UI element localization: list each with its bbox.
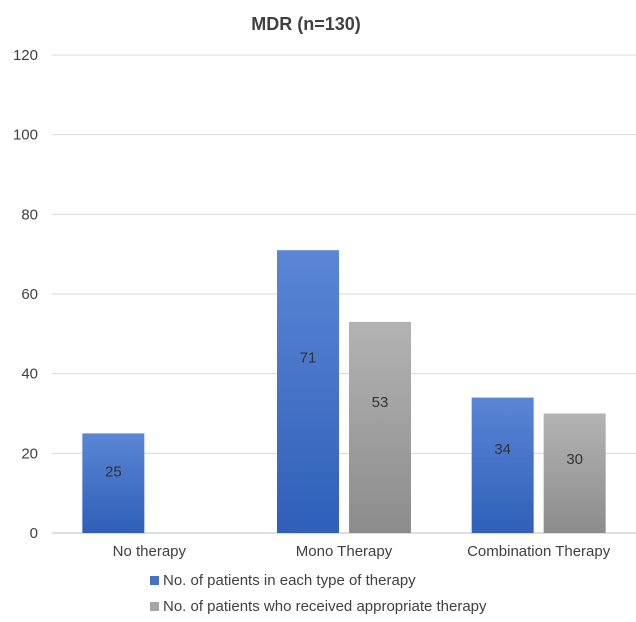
legend-label-series-1: No. of patients in each type of therapy	[163, 571, 416, 589]
bar-total-patients	[471, 397, 534, 533]
bars	[82, 250, 606, 533]
y-axis-ticks: 0 20 40 60 80 100 120	[13, 47, 38, 542]
data-label: 71	[300, 350, 317, 367]
legend-item-series-1: No. of patients in each type of therapy	[150, 570, 487, 590]
y-tick-label: 80	[21, 206, 38, 223]
bar-total-patients	[82, 433, 145, 533]
y-tick-label: 0	[30, 525, 38, 542]
data-label: 30	[566, 451, 583, 468]
y-tick-label: 40	[21, 366, 38, 383]
y-tick-label: 20	[21, 445, 38, 462]
legend-item-series-2: No. of patients who received appropriate…	[150, 596, 487, 616]
y-tick-label: 60	[21, 286, 38, 303]
bar-appropriate-therapy	[349, 321, 411, 533]
chart-title: MDR (n=130)	[251, 14, 361, 34]
data-label: 53	[372, 394, 389, 411]
legend: No. of patients in each type of therapy …	[150, 570, 487, 622]
bar-appropriate-therapy	[543, 413, 606, 533]
data-label: 34	[494, 441, 511, 458]
data-labels: 25 71 53 34 30	[105, 350, 583, 481]
x-axis-ticks: No therapy Mono Therapy Combination Therap…	[113, 543, 611, 560]
legend-swatch-blue	[150, 575, 159, 585]
y-tick-label: 100	[13, 127, 38, 144]
gridlines	[52, 54, 636, 534]
data-label: 25	[105, 463, 122, 480]
x-tick-label: Mono Therapy	[296, 543, 393, 560]
legend-label-series-2: No. of patients who received appropriate…	[163, 597, 487, 615]
x-tick-label: Combination Therapy	[467, 543, 611, 560]
x-tick-label: No therapy	[113, 543, 187, 560]
bar-total-patients	[277, 250, 339, 533]
legend-swatch-gray	[150, 601, 159, 611]
y-tick-label: 120	[13, 47, 38, 64]
